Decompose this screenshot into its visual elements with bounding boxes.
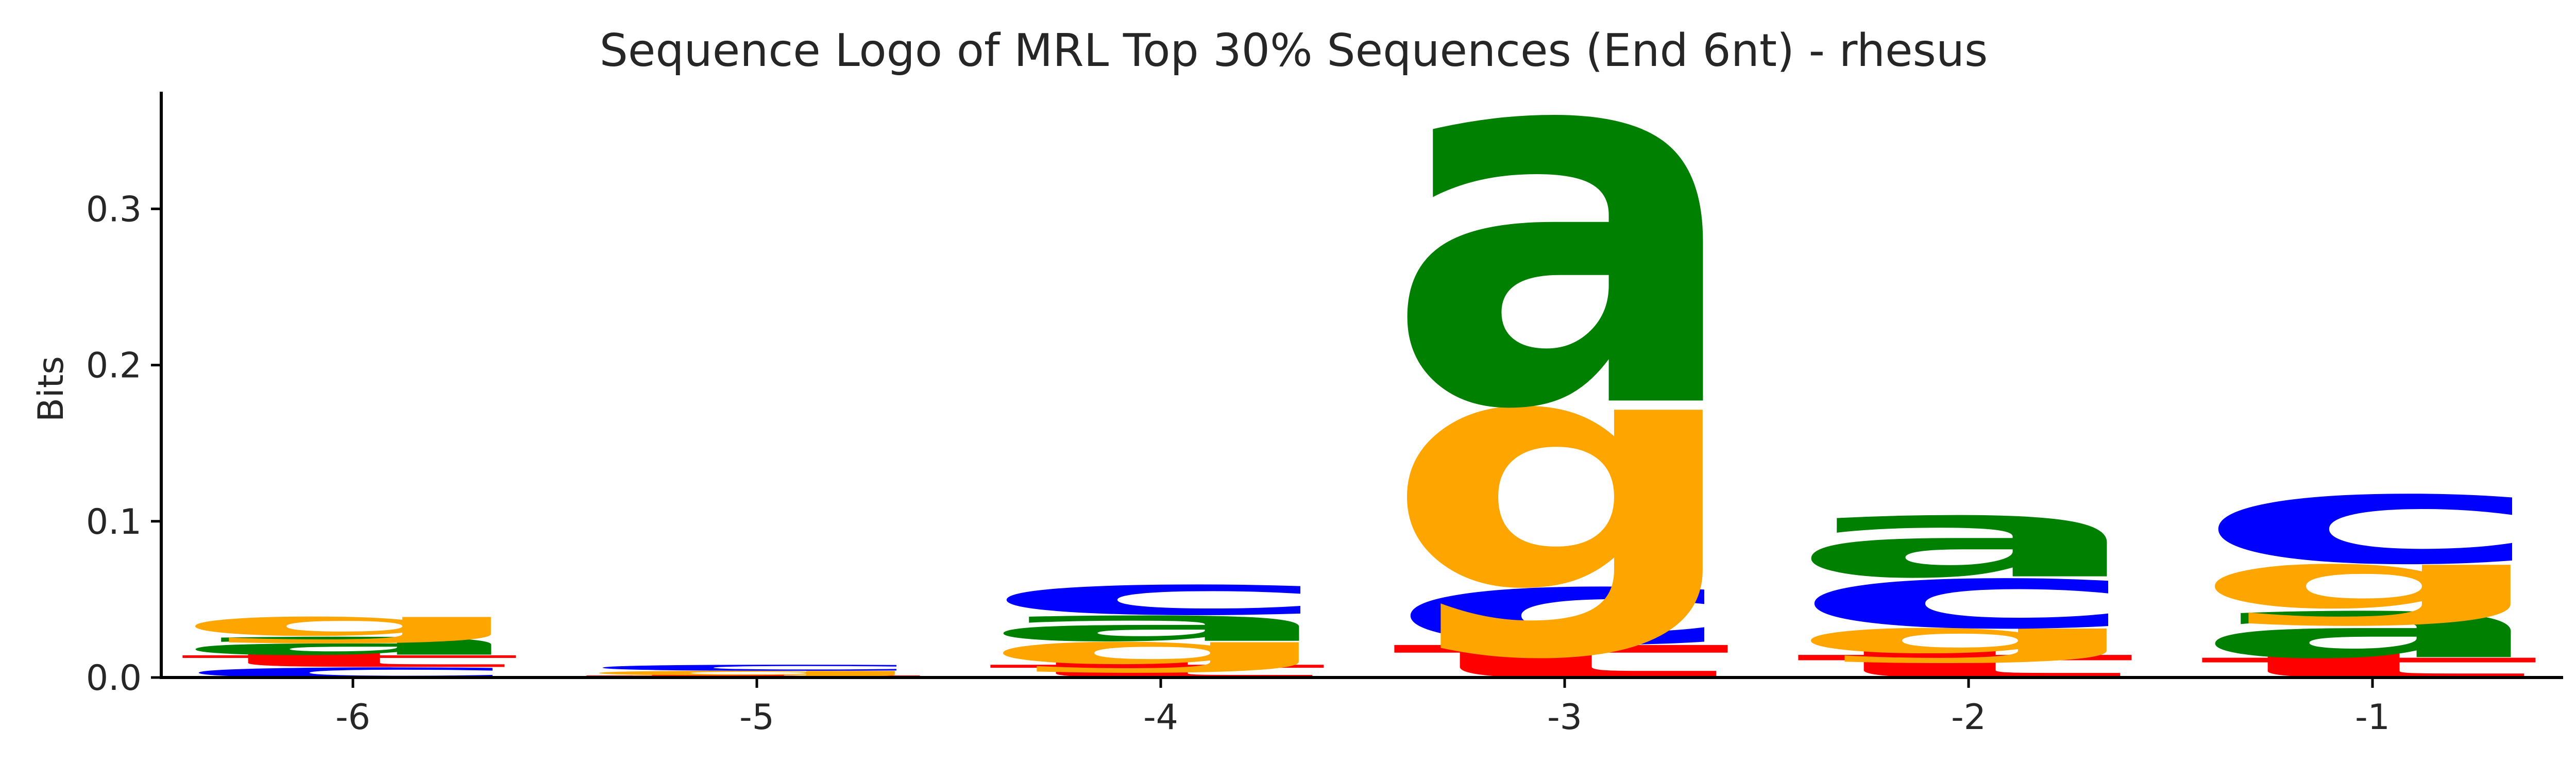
logo-letter-c: c: [2192, 448, 2553, 591]
y-tick-label: 0.0: [86, 658, 142, 699]
x-tick-label: -1: [2355, 697, 2390, 738]
x-axis-ticks: -6 -5 -4 -3 -2 -1: [335, 678, 2390, 738]
logo-letter-t: t: [1788, 639, 2149, 689]
x-tick-label: -3: [1547, 697, 1582, 738]
x-tick-label: -2: [1951, 697, 1986, 738]
x-tick-label: -6: [335, 697, 370, 738]
logo-letter-t: t: [173, 647, 533, 672]
logo-letter-a: a: [1788, 475, 2149, 602]
logo-letter-g: g: [2192, 534, 2553, 628]
logo-letter-g: g: [173, 604, 533, 644]
logo-letter-g: g: [577, 668, 937, 677]
logo-letters: ctagtgctgactcgatgcatagc: [173, 0, 2553, 693]
y-tick-label: 0.2: [86, 346, 142, 386]
logo-letter-a: a: [980, 599, 1341, 652]
y-axis-ticks: 0.0 0.1 0.2 0.3: [86, 189, 161, 699]
logo-letter-t: t: [2192, 644, 2553, 687]
logo-letter-a: a: [1384, 0, 1745, 521]
y-axis-label: Bits: [31, 356, 72, 422]
logo-letter-c: c: [980, 565, 1341, 627]
y-tick-label: 0.3: [86, 189, 142, 230]
logo-letter-c: c: [1788, 546, 2149, 648]
logo-letter-c: c: [577, 661, 937, 673]
x-tick-label: -5: [739, 697, 774, 738]
logo-letter-g: g: [1384, 286, 1745, 665]
logo-letter-t: t: [1384, 621, 1745, 693]
logo-letter-g: g: [980, 627, 1341, 674]
logo-letter-c: c: [1384, 549, 1745, 667]
x-tick-label: -4: [1143, 697, 1178, 738]
logo-letter-a: a: [173, 625, 533, 662]
chart-title: Sequence Logo of MRL Top 30% Sequences (…: [600, 24, 1988, 77]
logo-letter-a: a: [2192, 580, 2553, 676]
logo-letter-g: g: [1788, 611, 2149, 664]
y-tick-label: 0.1: [86, 502, 142, 543]
